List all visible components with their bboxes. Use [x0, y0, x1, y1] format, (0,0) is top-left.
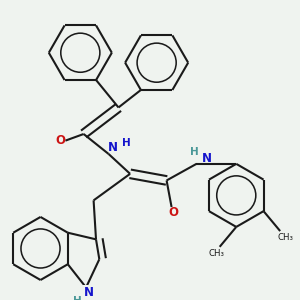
- Text: N: N: [107, 141, 118, 154]
- Text: CH₃: CH₃: [208, 249, 224, 258]
- Text: N: N: [201, 152, 212, 165]
- Text: CH₃: CH₃: [277, 233, 293, 242]
- Text: N: N: [84, 286, 94, 299]
- Text: H: H: [122, 138, 131, 148]
- Text: H: H: [190, 147, 199, 157]
- Text: H: H: [74, 296, 82, 300]
- Text: O: O: [56, 134, 65, 147]
- Text: O: O: [168, 206, 178, 220]
